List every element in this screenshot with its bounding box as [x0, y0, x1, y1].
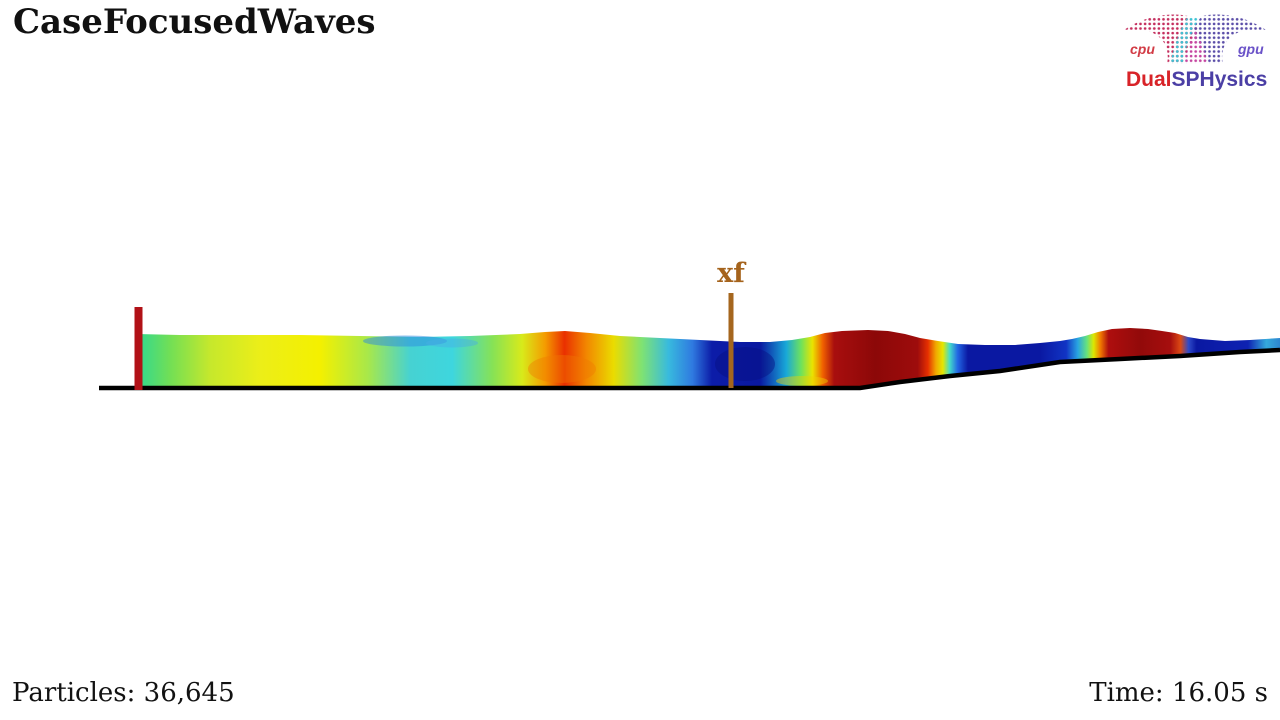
logo-right-wing: [1189, 14, 1266, 65]
stats-block: Particles: 36,645 Physical time: 30 s Ru…: [12, 606, 424, 720]
gpu-label: gpu: [1237, 41, 1264, 57]
water-blue-patch: [363, 335, 447, 347]
probe-label: xf: [717, 258, 745, 289]
piston-wavemaker: [134, 307, 143, 390]
water-yellow-streak: [776, 376, 828, 386]
time-display: Time: 16.05 s: [1089, 678, 1268, 708]
cpu-label: cpu: [1130, 41, 1155, 57]
logo-center-cyan-band: [1170, 16, 1200, 64]
logo-wordmark-sphysics: SPHysics: [1172, 68, 1268, 91]
stat-particles: Particles: 36,645: [12, 678, 235, 708]
logo-wordmark: DualSPHysics: [1126, 68, 1267, 91]
dualsphysics-logo: cpu gpu DualSPHysics: [1120, 8, 1270, 94]
logo-graphic: cpu gpu DualSPHysics: [1124, 14, 1267, 91]
water-navy-patch: [715, 347, 775, 381]
water-blue-patch-2: [426, 338, 478, 348]
logo-center-magenta-band: [1184, 30, 1207, 64]
case-title: CaseFocusedWaves: [13, 2, 376, 42]
probe-line: [728, 293, 734, 388]
water-orange-glow: [528, 355, 596, 383]
floor-line: [99, 347, 1280, 391]
logo-wordmark-dual: Dual: [1126, 68, 1172, 91]
